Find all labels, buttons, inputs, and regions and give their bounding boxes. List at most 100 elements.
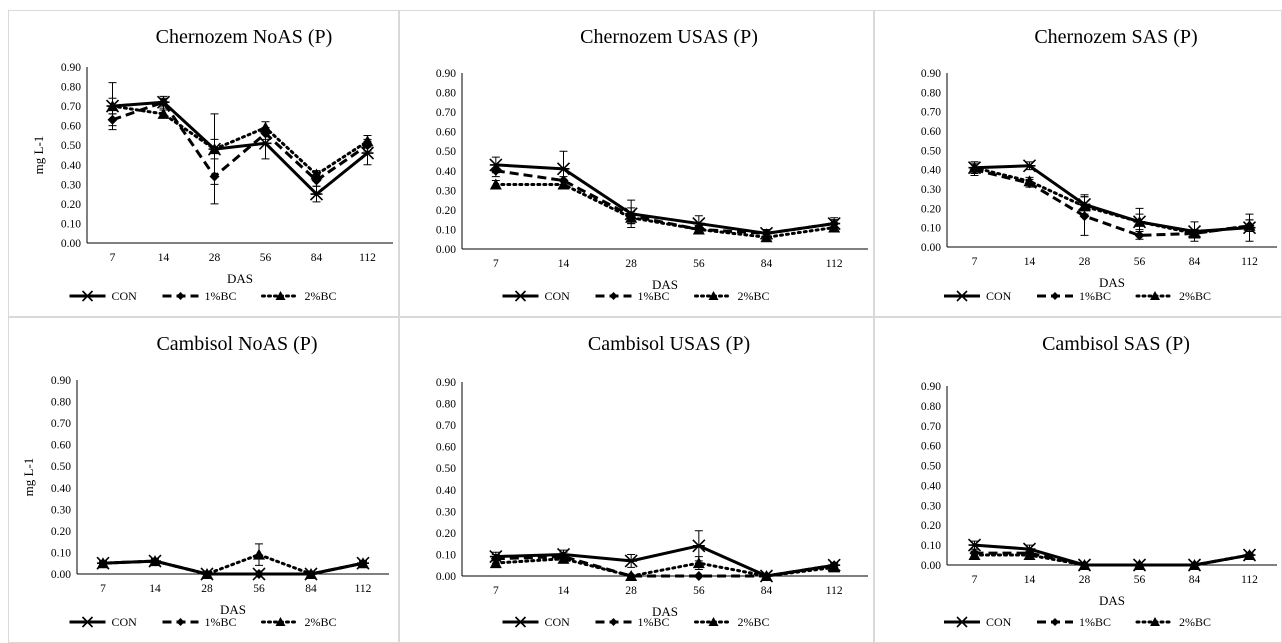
x-tick-label: 56 bbox=[260, 252, 272, 264]
x-tick-label: 84 bbox=[761, 258, 773, 270]
legend-label: 1%BC bbox=[205, 289, 237, 303]
chart-panel: Chernozem SAS (P) 0.00 0.10 0.20 0.30 0.40 0.5… bbox=[874, 10, 1282, 317]
data-point bbox=[259, 121, 272, 133]
data-point bbox=[1188, 227, 1201, 239]
y-tick-label: 0.10 bbox=[921, 223, 941, 235]
legend-marker bbox=[708, 291, 719, 300]
legend-label: 1%BC bbox=[1079, 615, 1111, 629]
data-point bbox=[305, 568, 317, 579]
data-point bbox=[1134, 230, 1145, 241]
data-point bbox=[490, 165, 501, 176]
chart-title: Chernozem SAS (P) bbox=[1034, 26, 1197, 48]
legend-marker bbox=[956, 616, 968, 628]
series-line bbox=[974, 168, 1250, 237]
data-point bbox=[760, 570, 773, 581]
y-tick-label: 0.00 bbox=[436, 571, 456, 583]
data-point bbox=[1243, 549, 1256, 561]
legend-label: 2%BC bbox=[1179, 615, 1211, 629]
y-tick-label: 0.40 bbox=[436, 166, 456, 178]
data-point bbox=[968, 161, 981, 173]
legend-label: CON bbox=[112, 615, 138, 629]
legend-label: CON bbox=[986, 289, 1012, 303]
x-tick-label: 84 bbox=[311, 252, 323, 264]
data-point bbox=[1133, 559, 1146, 570]
x-tick-label: 28 bbox=[1079, 574, 1091, 586]
legend-marker bbox=[1051, 292, 1059, 300]
x-axis-title: DAS bbox=[1099, 275, 1125, 290]
y-tick-label: 0.30 bbox=[921, 500, 941, 512]
y-tick-label: 0.00 bbox=[921, 560, 941, 572]
series-line bbox=[495, 163, 835, 235]
legend-label: CON bbox=[986, 615, 1012, 629]
chart-svg: Cambisol USAS (P) 0.00 0.10 0.20 0.30 0.40 0.5… bbox=[436, 333, 868, 629]
x-tick-label: 112 bbox=[355, 583, 372, 595]
legend-label: CON bbox=[112, 289, 138, 303]
y-tick-label: 0.20 bbox=[436, 205, 456, 217]
chart-svg: Cambisol NoAS (P) 0.00 0.10 0.20 0.30 0.40 0.5… bbox=[21, 333, 389, 629]
data-point bbox=[760, 231, 773, 243]
chart-panel: Chernozem NoAS (P) 0.00 0.10 0.20 0.30 0.40 0.… bbox=[8, 10, 399, 317]
series-line bbox=[494, 182, 836, 239]
x-tick-label: 112 bbox=[1241, 574, 1258, 586]
series-group bbox=[105, 82, 375, 203]
legend-item: 2%BC bbox=[1135, 615, 1211, 629]
y-axis-title: mg L-1 bbox=[21, 458, 36, 497]
legend-marker bbox=[956, 290, 968, 302]
series-group bbox=[489, 150, 841, 240]
data-point bbox=[107, 114, 118, 125]
y-tick-label: 0.80 bbox=[61, 82, 81, 94]
x-tick-label: 7 bbox=[972, 574, 978, 586]
series-line bbox=[112, 100, 369, 196]
legend-marker bbox=[176, 292, 185, 300]
x-tick-label: 14 bbox=[158, 252, 170, 264]
chart-title: Cambisol USAS (P) bbox=[588, 333, 750, 355]
legend-marker bbox=[275, 617, 286, 626]
data-point bbox=[97, 557, 109, 569]
legend-item: 2%BC bbox=[261, 615, 337, 629]
data-point bbox=[149, 555, 161, 567]
series-group bbox=[107, 97, 373, 205]
y-tick-label: 0.60 bbox=[51, 440, 71, 452]
legend-marker bbox=[708, 617, 719, 626]
legend-item: 1%BC bbox=[162, 615, 237, 629]
x-tick-label: 56 bbox=[693, 585, 705, 597]
y-tick-label: 0.70 bbox=[436, 420, 456, 432]
x-tick-label: 7 bbox=[493, 585, 499, 597]
data-point bbox=[968, 549, 981, 561]
x-axis-title: DAS bbox=[227, 271, 253, 286]
x-tick-label: 14 bbox=[1024, 574, 1036, 586]
series-group bbox=[967, 159, 1257, 242]
y-tick-label: 0.00 bbox=[921, 242, 941, 254]
y-tick-label: 0.70 bbox=[61, 101, 81, 113]
data-point bbox=[253, 548, 265, 560]
y-tick-label: 0.00 bbox=[51, 569, 71, 581]
y-tick-label: 0.90 bbox=[61, 62, 81, 74]
y-tick-label: 0.90 bbox=[436, 68, 456, 80]
chart-title: Cambisol SAS (P) bbox=[1042, 333, 1190, 355]
y-tick-label: 0.60 bbox=[436, 127, 456, 139]
x-axis-title: DAS bbox=[652, 277, 678, 292]
y-tick-label: 0.80 bbox=[51, 397, 71, 409]
legend-label: 2%BC bbox=[1179, 289, 1211, 303]
x-tick-label: 14 bbox=[558, 258, 570, 270]
series-group bbox=[98, 556, 368, 579]
x-tick-label: 14 bbox=[149, 583, 161, 595]
y-tick-label: 0.60 bbox=[436, 442, 456, 454]
legend-marker bbox=[1051, 618, 1059, 626]
y-tick-label: 0.10 bbox=[436, 224, 456, 236]
series-group bbox=[490, 164, 840, 239]
x-tick-label: 28 bbox=[201, 583, 213, 595]
data-point bbox=[1133, 215, 1146, 227]
chart-title: Chernozem NoAS (P) bbox=[156, 26, 333, 48]
legend-item: 2%BC bbox=[1135, 289, 1211, 303]
y-tick-label: 0.80 bbox=[921, 87, 941, 99]
legend-label: 1%BC bbox=[638, 289, 670, 303]
legend-item: 2%BC bbox=[694, 289, 770, 303]
y-tick-label: 0.20 bbox=[436, 528, 456, 540]
series-group bbox=[489, 552, 841, 581]
legend-marker bbox=[609, 618, 618, 626]
y-tick-label: 0.60 bbox=[61, 121, 81, 133]
legend-item: 2%BC bbox=[261, 289, 337, 303]
legend-item: 1%BC bbox=[1037, 615, 1111, 629]
y-tick-label: 0.30 bbox=[436, 185, 456, 197]
